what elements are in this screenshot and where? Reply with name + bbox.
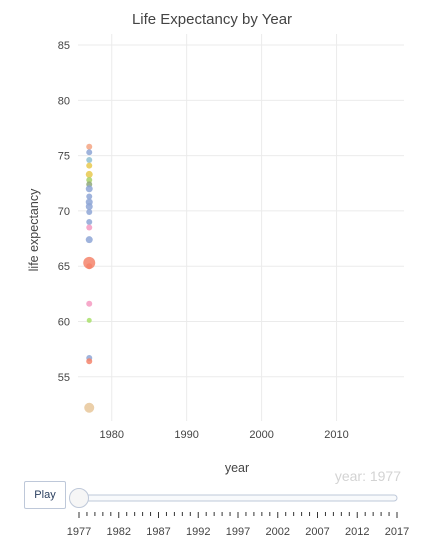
data-point xyxy=(85,170,93,178)
y-tick-label: 70 xyxy=(58,206,70,218)
x-axis-title: year xyxy=(225,461,249,475)
data-point xyxy=(86,300,93,307)
data-point xyxy=(86,209,93,216)
slider-label: 1977 xyxy=(67,526,91,538)
y-tick-label: 80 xyxy=(58,95,70,107)
slider-ticks xyxy=(78,512,398,518)
x-tick-label: 1990 xyxy=(174,429,198,441)
data-point xyxy=(86,143,93,150)
y-tick-labels: 55 60 65 70 75 80 85 xyxy=(58,40,70,384)
data-point xyxy=(86,317,92,323)
y-tick-label: 65 xyxy=(58,261,70,273)
x-tick-label: 2010 xyxy=(324,429,348,441)
data-point xyxy=(86,157,93,164)
y-tick-label: 85 xyxy=(58,40,70,52)
data-point xyxy=(85,202,93,210)
grid-lines xyxy=(78,34,404,421)
chart-title: Life Expectancy by Year xyxy=(132,11,292,28)
x-tick-label: 2000 xyxy=(249,429,273,441)
data-point xyxy=(84,402,95,413)
y-tick-label: 75 xyxy=(58,151,70,163)
slider-label: 2012 xyxy=(345,526,369,538)
data-point xyxy=(83,256,96,269)
data-point xyxy=(86,218,93,225)
play-button[interactable]: Play xyxy=(24,481,66,509)
y-tick-label: 55 xyxy=(58,372,70,384)
x-tick-labels: 1980 1990 2000 2010 xyxy=(99,429,348,441)
slider-label: 1997 xyxy=(226,526,250,538)
data-point xyxy=(86,162,93,169)
current-year-label: year: 1977 xyxy=(335,468,401,484)
data-point xyxy=(85,185,93,193)
slider-handle[interactable] xyxy=(69,488,89,508)
slider-label: 1992 xyxy=(186,526,210,538)
data-point xyxy=(86,193,93,200)
year-slider[interactable]: 1977 1982 1987 1992 1997 2002 2007 2012 2017 xyxy=(67,488,409,539)
slider-track[interactable] xyxy=(78,494,398,502)
slider-label: 2017 xyxy=(385,526,409,538)
slider-label: 2007 xyxy=(305,526,329,538)
data-point xyxy=(86,176,93,183)
data-point xyxy=(86,263,93,270)
data-point xyxy=(86,149,93,156)
slider-label: 2002 xyxy=(266,526,290,538)
slider-labels: 1977 1982 1987 1992 1997 2002 2007 2012 2017 xyxy=(67,526,409,538)
data-point xyxy=(85,236,93,244)
data-points xyxy=(83,143,96,413)
x-tick-label: 1980 xyxy=(99,429,123,441)
data-point xyxy=(86,224,93,231)
y-tick-label: 60 xyxy=(58,316,70,328)
slider-label: 1982 xyxy=(107,526,131,538)
data-point xyxy=(86,358,93,365)
y-axis-title: life expectancy xyxy=(27,188,41,271)
slider-label: 1987 xyxy=(146,526,170,538)
